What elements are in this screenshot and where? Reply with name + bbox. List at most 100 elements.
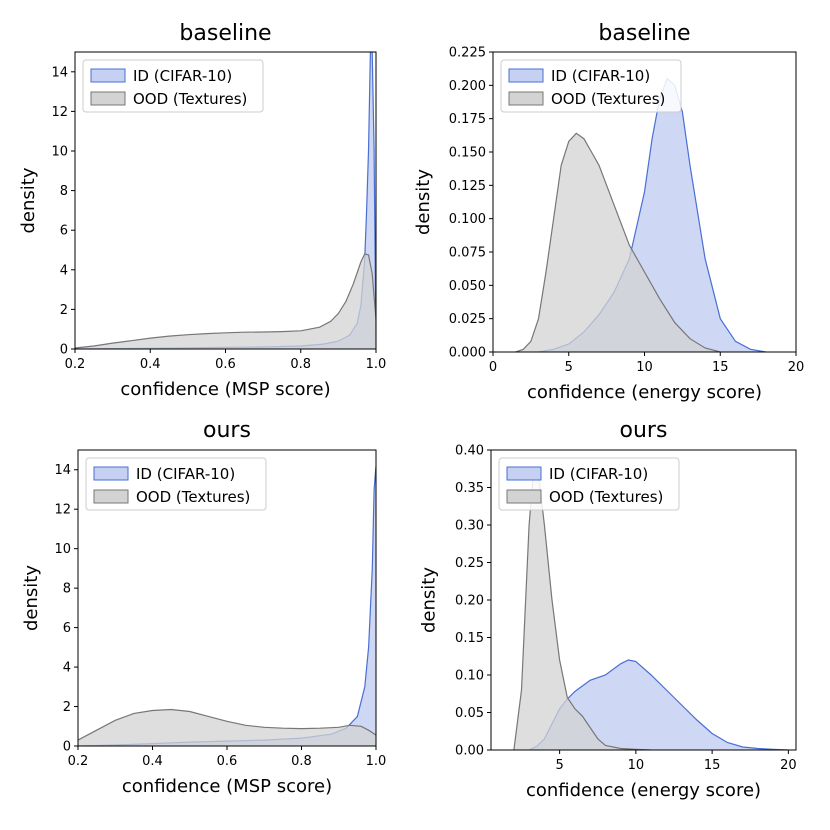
legend: ID (CIFAR-10) OOD (Textures): [85, 457, 267, 511]
legend-label-ood: OOD (Textures): [136, 488, 250, 506]
ood-density-area: [515, 133, 721, 352]
y-tick-label: 8: [60, 184, 68, 199]
y-tick-label: 14: [54, 463, 71, 478]
y-tick-label: 2: [63, 700, 71, 715]
y-axis-label: density: [18, 167, 39, 233]
y-tick-label: 10: [54, 542, 71, 557]
x-tick-label: 0.8: [290, 357, 311, 372]
x-tick-label: 20: [788, 360, 805, 375]
chart-panel-1: 0.2 0.4 0.6 0.8 1.0 0 2 4 6 8 10 12 14 baseline confid…: [18, 21, 387, 400]
legend-label-id: ID (CIFAR-10): [551, 67, 650, 85]
legend-swatch-id: [506, 466, 542, 481]
y-tick-label: 4: [60, 263, 68, 278]
x-tick-label: 1.0: [366, 357, 387, 372]
plot-area: [513, 467, 789, 750]
legend-box: [82, 59, 264, 113]
y-tick-label: 4: [63, 661, 71, 676]
legend-swatch-ood: [90, 91, 126, 106]
legend-box: [500, 59, 682, 113]
y-tick-label: 0.25: [455, 556, 484, 571]
id-density-area: [538, 78, 766, 352]
y-tick-label: 0.15: [455, 631, 484, 646]
chart-title: baseline: [598, 21, 690, 46]
plot-area: [78, 465, 376, 746]
y-tick-label: 0.000: [449, 346, 486, 361]
legend-swatch-id: [90, 68, 126, 83]
x-tick-label: 15: [712, 360, 729, 375]
x-tick-label: 0.6: [217, 754, 238, 769]
x-axis-label: confidence (MSP score): [122, 776, 332, 797]
ood-density-area: [78, 709, 376, 746]
legend-swatch-ood: [93, 489, 129, 504]
y-axis-label: density: [21, 565, 42, 631]
y-tick-label: 8: [63, 582, 71, 597]
y-tick-label: 0.20: [455, 594, 484, 609]
y-tick-label: 6: [60, 224, 68, 239]
chart-panel-4: 5 10 15 20 0.00 0.05 0.10 0.15 0.20 0.25 0.30 0.35 0…: [419, 418, 797, 801]
legend-swatch-id: [93, 466, 129, 481]
y-tick-label: 14: [51, 65, 68, 80]
legend-label-ood: OOD (Textures): [551, 90, 665, 108]
y-tick-label: 0.30: [455, 519, 484, 534]
y-tick-label: 0.075: [449, 246, 486, 261]
y-tick-label: 0.00: [455, 744, 484, 759]
y-tick-label: 0.05: [455, 706, 484, 721]
x-axis-label: confidence (MSP score): [120, 379, 330, 400]
y-tick-label: 0.35: [455, 481, 484, 496]
y-tick-label: 6: [63, 621, 71, 636]
x-tick-label: 0.6: [215, 357, 236, 372]
x-tick-label: 5: [555, 758, 563, 773]
y-tick-label: 0.100: [449, 212, 486, 227]
legend-label-ood: OOD (Textures): [133, 90, 247, 108]
x-tick-label: 1.0: [366, 754, 387, 769]
legend-label-id: ID (CIFAR-10): [136, 465, 235, 483]
x-tick-label: 0.2: [65, 357, 86, 372]
id-density-area: [529, 660, 789, 750]
x-tick-label: 10: [628, 758, 645, 773]
plot-area: [515, 77, 766, 352]
ood-density-line: [75, 253, 376, 349]
y-tick-label: 0.225: [449, 46, 486, 61]
y-tick-label: 0: [60, 343, 68, 358]
y-tick-label: 0.150: [449, 146, 486, 161]
legend-swatch-id: [508, 68, 544, 83]
x-tick-label: 0: [489, 360, 497, 375]
legend-label-id: ID (CIFAR-10): [549, 465, 648, 483]
y-tick-label: 0.125: [449, 179, 486, 194]
x-tick-label: 0.2: [68, 754, 89, 769]
chart-title: ours: [620, 418, 668, 443]
legend-box: [85, 457, 267, 511]
legend: ID (CIFAR-10) OOD (Textures): [498, 457, 680, 511]
legend-swatch-ood: [506, 489, 542, 504]
ood-density-line: [78, 708, 376, 741]
y-tick-label: 12: [51, 105, 68, 120]
y-tick-label: 0.10: [455, 669, 484, 684]
plot-area: [75, 52, 376, 349]
chart-panel-2: 0 5 10 15 20 0.000 0.025 0.050 0.075 0.100 0.125 0.…: [413, 21, 804, 403]
y-axis-label: density: [413, 169, 434, 235]
legend-label-id: ID (CIFAR-10): [133, 67, 232, 85]
legend-label-ood: OOD (Textures): [549, 488, 663, 506]
y-tick-label: 0: [63, 740, 71, 755]
x-axis-label: confidence (energy score): [526, 780, 761, 801]
x-tick-label: 10: [636, 360, 653, 375]
x-tick-label: 20: [780, 758, 797, 773]
legend: ID (CIFAR-10) OOD (Textures): [500, 59, 682, 113]
legend-box: [498, 457, 680, 511]
x-tick-label: 15: [704, 758, 721, 773]
chart-title: ours: [203, 418, 251, 443]
legend-swatch-ood: [508, 91, 544, 106]
y-tick-label: 12: [54, 503, 71, 518]
ood-density-area: [513, 468, 652, 750]
x-tick-label: 5: [565, 360, 573, 375]
y-tick-label: 0.175: [449, 112, 486, 127]
chart-panel-3: 0.2 0.4 0.6 0.8 1.0 0 2 4 6 8 10 12 14 ours confidence…: [21, 418, 387, 797]
legend: ID (CIFAR-10) OOD (Textures): [82, 59, 264, 113]
chart-title: baseline: [179, 21, 271, 46]
y-tick-label: 0.200: [449, 79, 486, 94]
y-axis-label: density: [419, 567, 440, 633]
x-tick-label: 0.8: [291, 754, 312, 769]
ood-density-area: [75, 254, 376, 349]
y-tick-label: 0.025: [449, 312, 486, 327]
